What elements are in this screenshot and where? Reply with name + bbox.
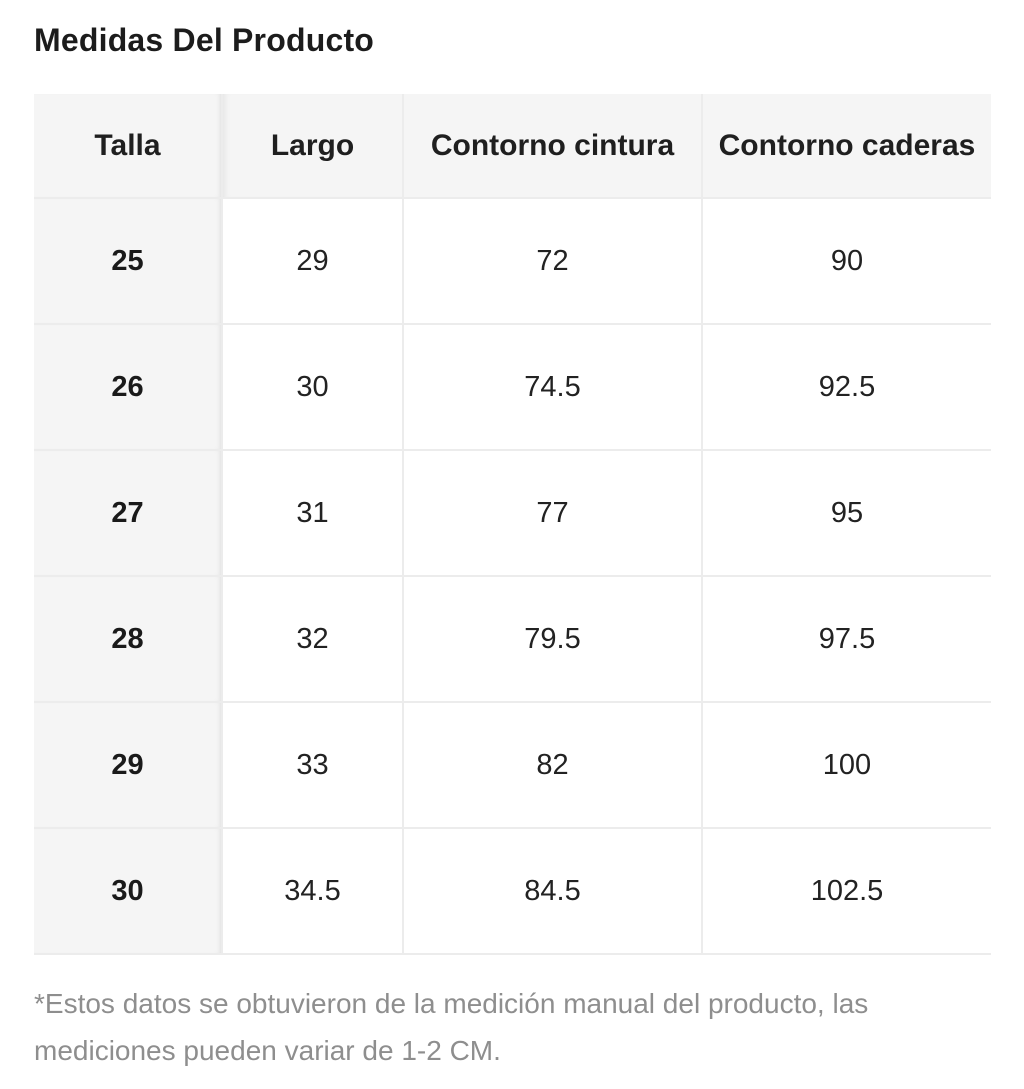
- cintura-cell: 74.5: [402, 323, 703, 451]
- table-row: 25 29 72 90: [34, 197, 991, 325]
- largo-cell: 33: [221, 701, 404, 829]
- size-cell: 25: [34, 197, 223, 325]
- column-header-talla: Talla: [34, 94, 223, 199]
- largo-cell: 31: [221, 449, 404, 577]
- table-row: 30 34.5 84.5 102.5: [34, 827, 991, 955]
- cintura-cell: 72: [402, 197, 703, 325]
- largo-cell: 32: [221, 575, 404, 703]
- caderas-cell: 90: [701, 197, 991, 325]
- size-cell: 27: [34, 449, 223, 577]
- cintura-cell: 77: [402, 449, 703, 577]
- table-row: 29 33 82 100: [34, 701, 991, 829]
- cintura-cell: 79.5: [402, 575, 703, 703]
- column-header-contorno-cintura: Contorno cintura: [402, 94, 703, 199]
- largo-cell: 30: [221, 323, 404, 451]
- size-table-container[interactable]: Talla Largo Contorno cintura Contorno ca…: [34, 94, 991, 958]
- column-header-largo: Largo: [221, 94, 404, 199]
- page-title: Medidas Del Producto: [34, 22, 375, 58]
- column-header-contorno-caderas: Contorno caderas: [701, 94, 991, 199]
- table-row: 28 32 79.5 97.5: [34, 575, 991, 703]
- size-table: Talla Largo Contorno cintura Contorno ca…: [34, 94, 991, 955]
- table-row: 27 31 77 95: [34, 449, 991, 577]
- size-cell: 28: [34, 575, 223, 703]
- caderas-cell: 95: [701, 449, 991, 577]
- caderas-cell: 102.5: [701, 827, 991, 955]
- measurement-disclaimer: *Estos datos se obtuvieron de la medició…: [34, 988, 869, 1066]
- size-cell: 29: [34, 701, 223, 829]
- largo-cell: 29: [221, 197, 404, 325]
- caderas-cell: 100: [701, 701, 991, 829]
- table-row: 26 30 74.5 92.5: [34, 323, 991, 451]
- caderas-cell: 92.5: [701, 323, 991, 451]
- largo-cell: 34.5: [221, 827, 404, 955]
- caderas-cell: 97.5: [701, 575, 991, 703]
- size-cell: 30: [34, 827, 223, 955]
- table-header-row: Talla Largo Contorno cintura Contorno ca…: [34, 94, 991, 199]
- cintura-cell: 82: [402, 701, 703, 829]
- size-cell: 26: [34, 323, 223, 451]
- cintura-cell: 84.5: [402, 827, 703, 955]
